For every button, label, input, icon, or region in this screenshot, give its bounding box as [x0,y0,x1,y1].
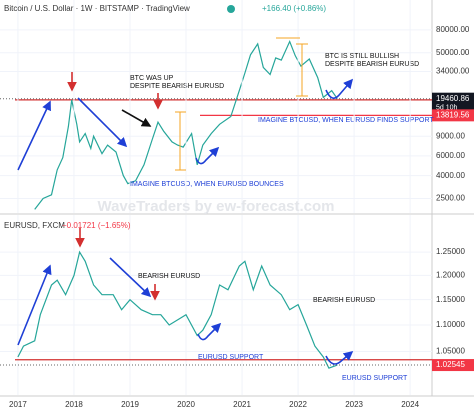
y-tick-label: 1.15000 [436,295,465,304]
y-tick-label: 34000.00 [436,67,470,76]
x-tick-label: 2017 [9,400,27,409]
x-tick-label: 2024 [401,400,419,409]
price-change: +166.40 (+0.86%) [262,4,326,13]
annotation: IMAGINE BTCUSD, WHEN EURUSD FINDS SUPPOR… [258,117,434,124]
x-tick-label: 2020 [177,400,195,409]
x-tick-label: 2022 [289,400,307,409]
annotation: BEARISH EURUSD [313,297,375,304]
annotation: EURUSD SUPPORT [198,354,264,361]
watermark: WaveTraders by ew-forecast.com [97,198,334,215]
price-line [17,250,338,369]
y-tick-label: 2500.00 [436,194,465,203]
y-tick-label: 9000.00 [436,131,465,140]
status-dot [227,5,235,13]
y-tick-label: 1.10000 [436,320,465,329]
x-tick-label: 2023 [345,400,363,409]
drawings [17,37,354,365]
y-tick-label: 4000.00 [436,171,465,180]
y-tick-label: 6000.00 [436,151,465,160]
annotation: IMAGINE BTCUSD, WHEN EURUSD BOUNCES [130,181,284,188]
level-box [432,109,474,122]
annotation: BTC WAS UP [130,75,174,82]
y-tick-label: 80000.00 [436,25,470,34]
annotation: DESPITE BEARISH EURUSD [130,83,224,90]
x-tick-label: 2021 [233,400,251,409]
annotation: EURUSD SUPPORT [342,375,408,382]
x-tick-label: 2019 [121,400,139,409]
last-price-label: 19460.86 [436,94,470,103]
price-change: −0.01721 (−1.65%) [62,221,131,230]
chart-title: Bitcoin / U.S. Dollar · 1W · BITSTAMP · … [4,4,190,13]
last-price-box [432,359,474,372]
last-price-label: 1.02545 [436,360,465,369]
annotation: BEARISH EURUSD [138,273,200,280]
last-price-box [432,92,474,113]
annotation: DESPITE BEARISH EURUSD [325,61,419,68]
price-line [34,39,338,210]
y-tick-label: 1.25000 [436,247,465,256]
y-tick-label: 1.05000 [436,347,465,356]
y-tick-label: 50000.00 [436,48,470,57]
y-tick-label: 1.20000 [436,270,465,279]
level-label: 13819.56 [436,110,470,119]
x-tick-label: 2018 [65,400,83,409]
annotation: BTC IS STILL BULLISH [325,53,399,60]
countdown: 5d 10h [436,105,458,112]
chart-title: EURUSD, FXCM [4,221,65,230]
